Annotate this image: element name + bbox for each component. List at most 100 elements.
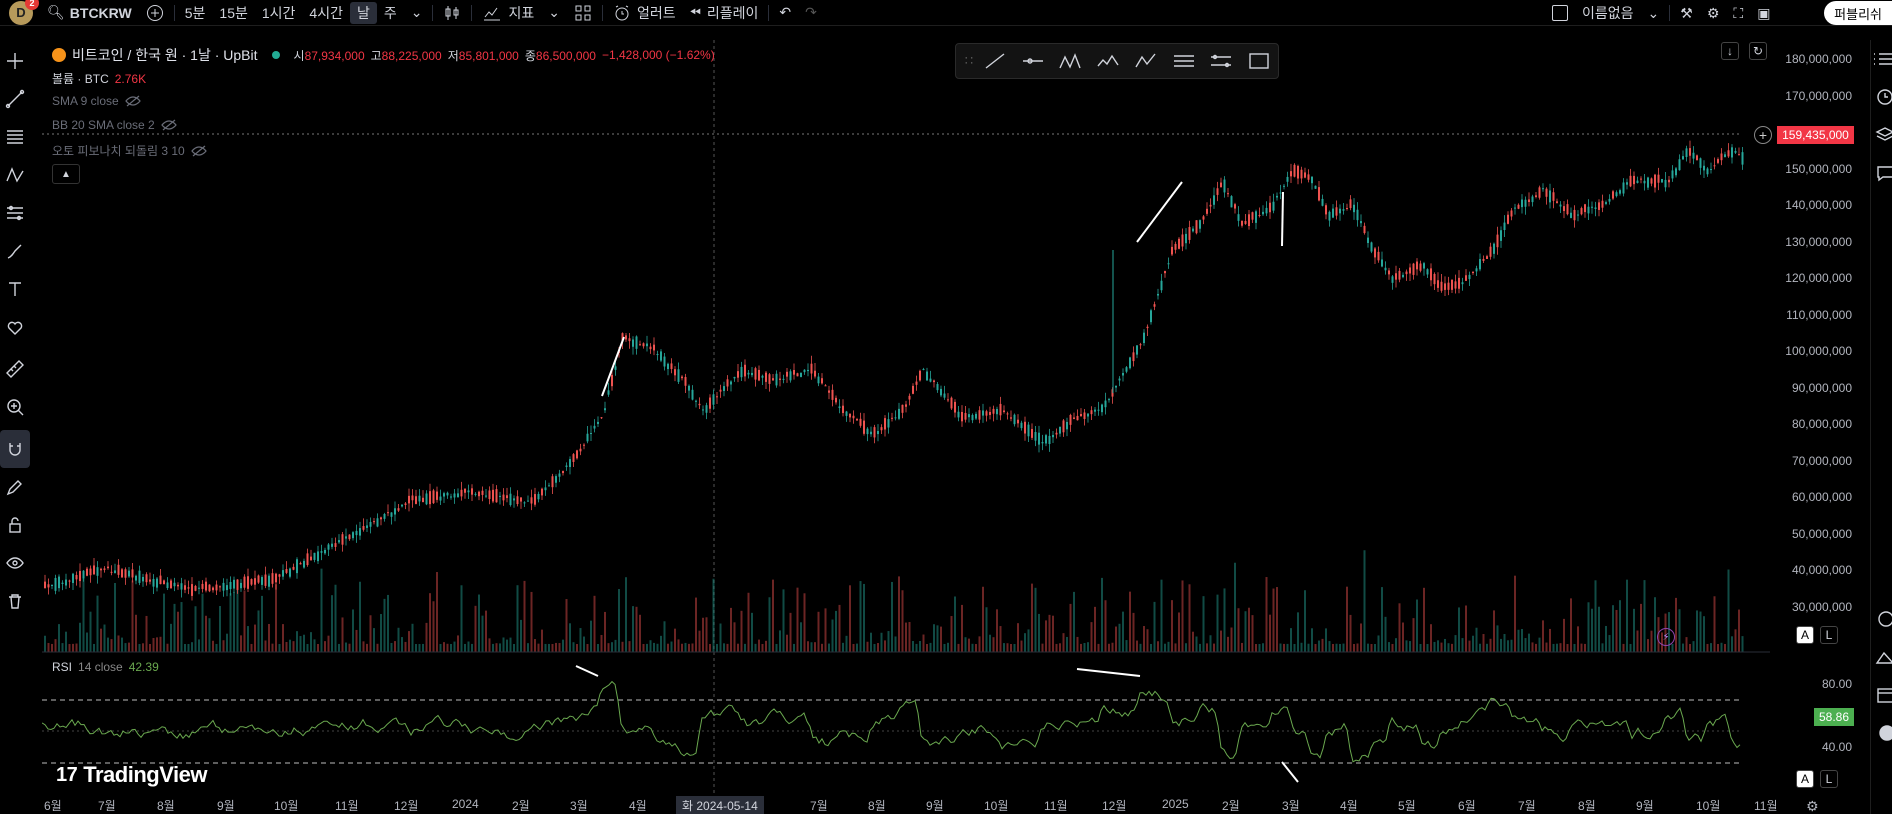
candle-body (982, 410, 984, 416)
icon-tool[interactable] (0, 308, 30, 346)
object-tree-button[interactable] (1871, 116, 1892, 154)
auto-scale-button[interactable]: A (1796, 626, 1814, 644)
calendar-button[interactable] (1871, 676, 1892, 714)
candle-body (194, 585, 197, 591)
candle-body (61, 582, 64, 584)
ideas-button[interactable] (1871, 638, 1892, 676)
tradingview-logo[interactable]: 17 TradingView (56, 762, 207, 788)
volume-bar (1034, 587, 1037, 652)
volume-bar (317, 643, 319, 652)
layout-dropdown[interactable]: ⌄ (1641, 0, 1667, 26)
rsi-legend[interactable]: RSI 14 close 42.39 (52, 660, 159, 674)
rectangle-tool-button[interactable] (1240, 45, 1278, 77)
candle-body (1503, 222, 1506, 231)
watchlist-button[interactable] (1871, 40, 1892, 78)
indicators-dropdown[interactable]: ⌄ (541, 0, 567, 26)
prediction-tool[interactable] (0, 194, 30, 232)
layout-menu[interactable]: 이름없음 (1545, 0, 1641, 26)
line-tool-button[interactable] (976, 45, 1014, 77)
reset-chart-button[interactable]: ↻ (1749, 42, 1767, 60)
candle-body (1720, 153, 1723, 161)
quick-search-button[interactable]: ⚒︎ (1673, 0, 1700, 26)
interval-4h[interactable]: 4시간 (309, 4, 343, 21)
bb-legend[interactable]: BB 20 SMA close 2 (52, 118, 177, 132)
redo-button[interactable]: ↷ (798, 0, 824, 26)
magnet-tool[interactable] (0, 430, 30, 468)
trendline-tool[interactable] (0, 80, 30, 118)
eye-crossed-icon[interactable] (124, 95, 141, 107)
time-axis-settings-icon[interactable]: ⚙︎ (1806, 798, 1819, 814)
templates-button[interactable] (567, 0, 599, 26)
hide-tool[interactable] (0, 544, 30, 582)
interval-1h[interactable]: 1시간 (261, 4, 296, 21)
apps-button[interactable] (1871, 714, 1892, 752)
add-alert-plus-icon[interactable]: + (1754, 126, 1772, 144)
rsi-log-scale-button[interactable]: L (1820, 770, 1838, 788)
range-tool-button[interactable] (1203, 45, 1241, 77)
abc-tool-button[interactable] (1127, 45, 1165, 77)
remove-tool[interactable] (0, 582, 30, 620)
interval-5m[interactable]: 5분 (184, 4, 206, 21)
replay-button[interactable]: ⏪︎ 리플레이 (683, 0, 766, 26)
undo-button[interactable]: ↶ (772, 0, 798, 26)
collapse-legend-button[interactable]: ▲︎ (52, 164, 80, 184)
lightning-icon[interactable]: ⚡︎ (1657, 628, 1675, 646)
scroll-to-latest-button[interactable]: ↓ (1721, 42, 1739, 60)
zoom-tool[interactable] (0, 388, 30, 426)
indicators-button[interactable]: 지표 (475, 0, 541, 26)
elliott-tool-button[interactable] (1089, 45, 1127, 77)
alert-button[interactable]: 얼러트 (606, 0, 683, 26)
xabcd-tool-button[interactable] (1051, 45, 1089, 77)
volume-bar (177, 611, 179, 652)
text-tool[interactable] (0, 270, 30, 308)
sma-legend[interactable]: SMA 9 close (52, 94, 141, 108)
volume-bar (324, 641, 326, 652)
hline-tool-button[interactable] (1014, 45, 1052, 77)
brush-tool[interactable] (0, 232, 30, 270)
stay-drawing-tool[interactable] (0, 468, 30, 506)
chat-button[interactable] (1871, 154, 1892, 192)
lock-tool[interactable] (0, 506, 30, 544)
crosshair-tool[interactable] (0, 42, 30, 80)
volume-bar (1451, 643, 1453, 652)
interval-15m[interactable]: 15분 (219, 4, 248, 21)
price-axis-label: 30,000,000 (1791, 599, 1852, 614)
interval-dropdown[interactable]: ⌄ (404, 0, 430, 26)
volume-bar (1612, 605, 1614, 652)
snapshot-button[interactable]: ▣ (1750, 0, 1777, 26)
volume-bar (240, 635, 242, 652)
volume-bar (1482, 634, 1485, 652)
help-button[interactable] (1871, 600, 1892, 638)
log-scale-button[interactable]: L (1820, 626, 1838, 644)
drag-handle[interactable]: ∷ (962, 45, 976, 77)
fullscreen-button[interactable]: ⛶ (1726, 0, 1750, 26)
publish-button[interactable]: 퍼블리쉬 (1824, 1, 1892, 25)
settings-button[interactable]: ⚙︎ (1700, 0, 1727, 26)
pattern-tool[interactable] (0, 156, 30, 194)
parallel-channel-button[interactable] (1165, 45, 1203, 77)
fib-legend[interactable]: 오토 피보나치 되돌림 3 10 (52, 142, 207, 159)
compare-symbol-button[interactable] (139, 0, 171, 26)
eye-crossed-icon[interactable] (190, 145, 207, 157)
interval-week[interactable]: 주 (383, 4, 397, 21)
candle-body (149, 579, 151, 582)
volume-bar (1251, 615, 1254, 652)
candle-body (474, 493, 477, 495)
eye-crossed-icon[interactable] (160, 119, 177, 131)
volume-bar (1328, 641, 1331, 652)
chart-type-button[interactable] (436, 0, 468, 26)
rsi-auto-scale-button[interactable]: A (1796, 770, 1814, 788)
fib-tool[interactable] (0, 118, 30, 156)
symbol-title[interactable]: 비트코인 / 한국 원 · 1날 · UpBit (72, 47, 258, 63)
volume-legend[interactable]: 볼륨 · BTC 2.76K (52, 70, 146, 87)
symbol-search[interactable]: 🔍︎ BTCKRW (40, 0, 139, 26)
alerts-panel-button[interactable] (1871, 78, 1892, 116)
candle-body (107, 566, 109, 569)
chart-canvas[interactable] (42, 40, 1784, 814)
measure-tool[interactable] (0, 350, 30, 388)
volume-bar (1171, 600, 1173, 652)
candle-body (268, 575, 270, 587)
interval-day[interactable]: 날 (349, 1, 377, 24)
